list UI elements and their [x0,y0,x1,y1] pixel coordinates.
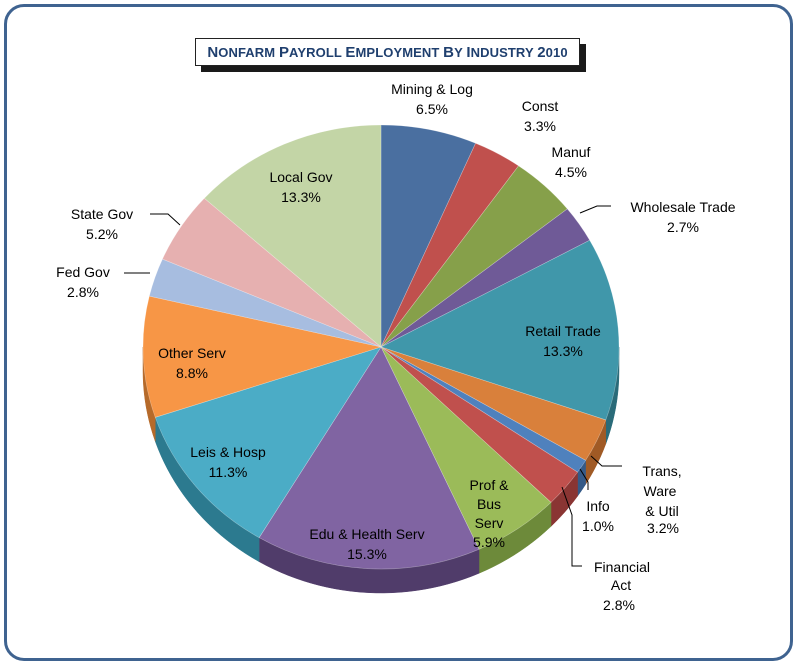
value-label-other-serv: 8.8% [176,365,208,381]
category-label-retail-trade: Retail Trade [525,323,601,339]
leader-info [579,468,589,490]
pie-top-slices [142,124,620,570]
value-label-local-gov: 13.3% [281,189,321,205]
slice-financial-act [380,346,578,503]
category-label-manuf: Manuf [552,144,591,160]
leader-trans-ware-util [590,455,622,467]
category-label-const: Const [522,98,559,114]
category-label-prof-bus-serv-1: Bus [477,496,501,512]
value-label-wholesale-trade: 2.7% [667,219,699,235]
category-label-trans-ware-util-1: Ware [644,483,677,499]
value-label-edu-health-serv: 15.3% [347,546,387,562]
slice-edu-health-serv [258,346,480,570]
slice-leis-hosp [154,346,382,539]
slice-labels: Mining & Log 6.5% Const 3.3% Manuf 4.5% Wholes… [56,81,736,613]
category-label-prof-bus-serv-2: Serv [475,515,504,531]
category-label-other-serv: Other Serv [158,345,226,361]
value-label-info: 1.0% [582,518,614,534]
category-label-leis-hosp: Leis & Hosp [190,444,266,460]
category-label-edu-health-serv: Edu & Health Serv [309,526,424,542]
category-label-info: Info [586,498,610,514]
leader-wholesale-trade [579,205,611,214]
category-label-wholesale-trade: Wholesale Trade [630,199,735,215]
category-label-state-gov: State Gov [71,206,133,222]
category-label-financial-act-0: Financial [594,559,650,575]
value-label-trans-ware-util: 3.2% [647,520,679,536]
category-label-financial-act-1: Act [611,577,631,593]
category-label-trans-ware-util-0: Trans, [642,463,681,479]
slice-state-gov [162,197,382,348]
leader-state-gov [150,213,181,226]
slice-wholesale-trade [380,208,591,348]
value-label-prof-bus-serv: 5.9% [473,534,505,550]
chart-title-box: NONFARM PAYROLL EMPLOYMENT BY INDUSTRY 2… [195,38,580,66]
pie-side-walls [142,346,620,594]
chart-title: NONFARM PAYROLL EMPLOYMENT BY INDUSTRY 2… [207,43,568,61]
leader-lines [124,205,622,567]
slice-trans-ware-util [380,346,607,461]
category-label-mining-log: Mining & Log [391,81,473,97]
value-label-const: 3.3% [524,118,556,134]
slice-info [380,346,587,473]
slice-fed-gov [148,258,382,348]
value-label-fed-gov: 2.8% [67,284,99,300]
value-label-leis-hosp: 11.3% [209,464,248,480]
slice-mining-log [380,124,477,348]
slice-retail-trade [380,239,620,421]
value-label-financial-act: 2.8% [603,597,635,613]
value-label-mining-log: 6.5% [416,101,448,117]
category-label-trans-ware-util-2: & Util [645,503,678,519]
slice-manuf [380,165,568,348]
value-label-manuf: 4.5% [555,164,587,180]
value-label-state-gov: 5.2% [86,226,118,242]
category-label-prof-bus-serv-0: Prof & [470,477,510,493]
leader-financial-act [561,486,582,567]
value-label-retail-trade: 13.3% [543,343,583,359]
slice-prof-bus-serv [380,346,552,550]
slice-local-gov [203,124,382,348]
category-label-fed-gov: Fed Gov [56,264,110,280]
slice-const [380,142,520,348]
slice-other-serv [142,295,383,418]
category-label-local-gov: Local Gov [269,169,332,185]
